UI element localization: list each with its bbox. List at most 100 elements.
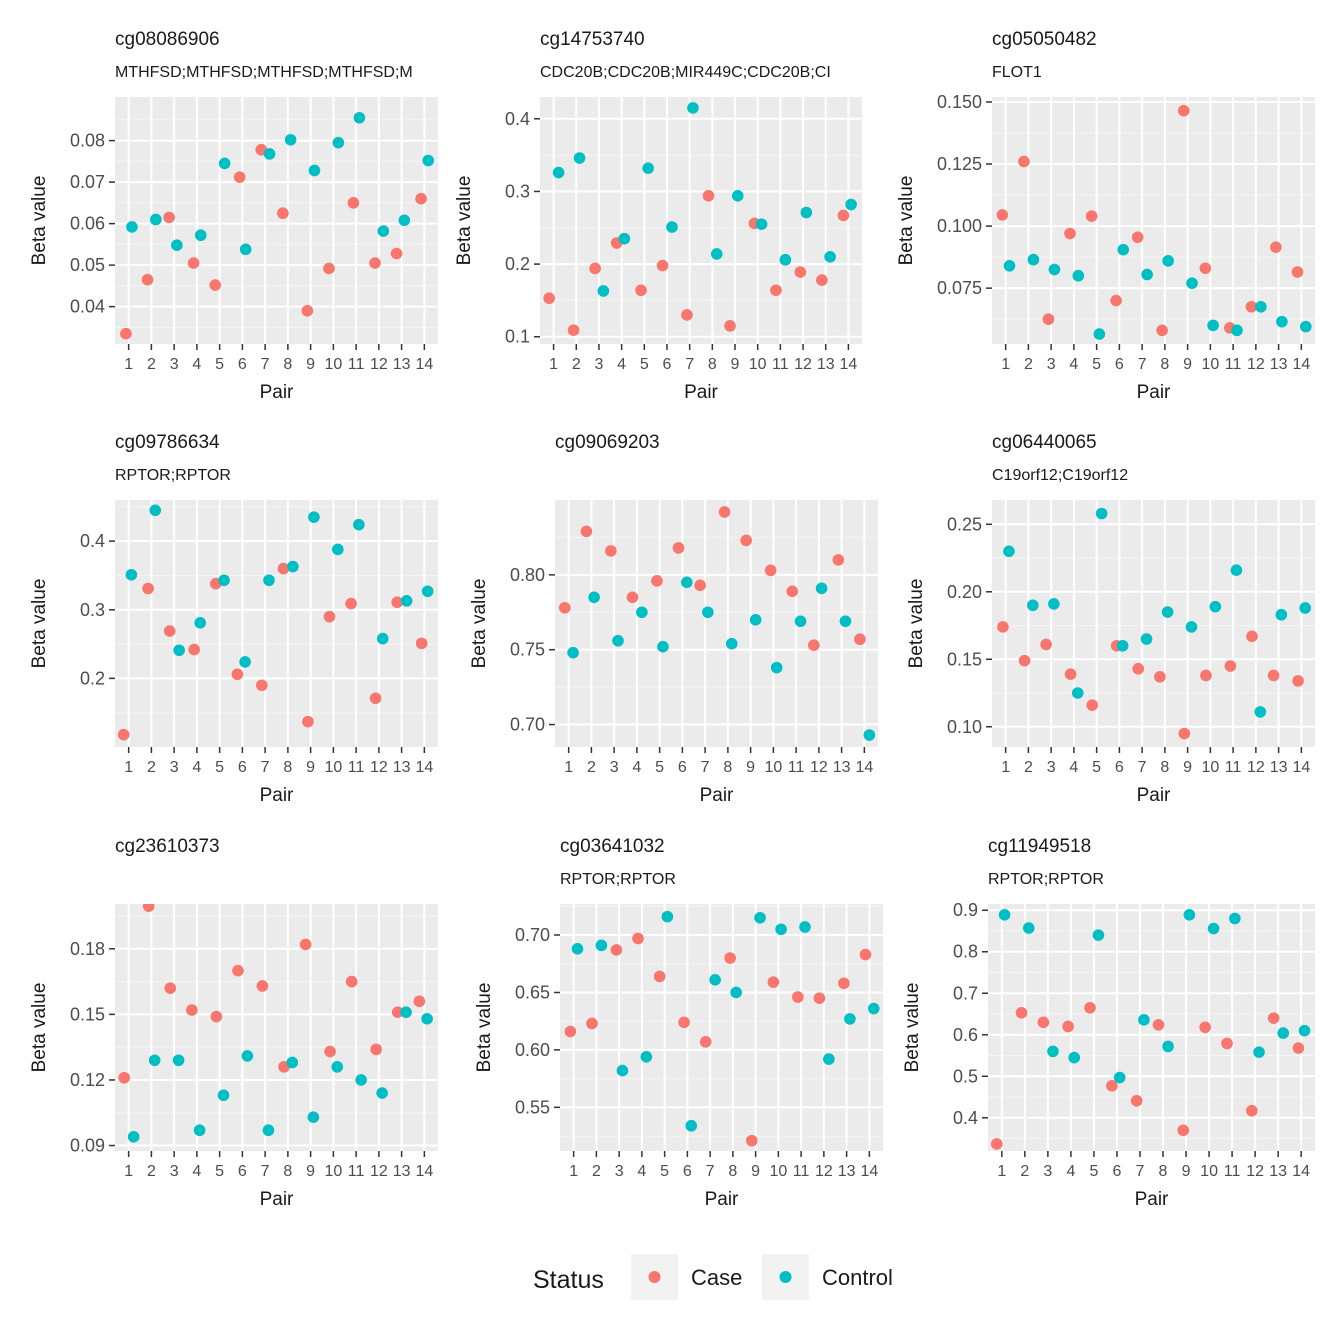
panel-title: cg03641032 (560, 836, 665, 857)
panel-subtitle: RPTOR;RPTOR (115, 467, 231, 484)
point-case (816, 274, 828, 286)
x-tick-label: 4 (192, 1163, 201, 1180)
point-control (1048, 598, 1060, 610)
point-control (616, 1064, 629, 1077)
x-tick-label: 2 (572, 356, 581, 373)
points (558, 506, 876, 741)
point-case (186, 1004, 198, 1016)
point-control (573, 152, 586, 164)
x-axis-title: Pair (260, 1189, 294, 1210)
point-control (1277, 1027, 1290, 1039)
point-control (1299, 602, 1312, 614)
point-control (149, 504, 162, 517)
point-case (231, 668, 244, 681)
plot-panel (115, 904, 438, 1151)
y-axis-title: Beta value (454, 176, 475, 266)
panel-9: cg11949518 RPTOR;RPTOR 0.4 0.5 0.6 0.7 0.8 0.9 1… (902, 836, 1315, 1210)
x-tick-label: 13 (1269, 1163, 1287, 1180)
point-case (1064, 227, 1076, 240)
x-tick-label: 2 (592, 1163, 601, 1180)
point-control (567, 646, 579, 659)
point-control (1275, 608, 1288, 621)
x-tick-label: 2 (1020, 1163, 1029, 1180)
point-case (586, 1017, 598, 1030)
point-case (323, 610, 336, 623)
x-tick-label: 6 (683, 1163, 692, 1180)
point-case (1246, 630, 1258, 643)
y-tick-label: 0.1 (505, 327, 530, 347)
x-tick-label: 1 (569, 1163, 578, 1180)
point-control (1047, 1045, 1059, 1058)
panel-subtitle: FLOT1 (992, 64, 1042, 81)
points (120, 111, 435, 340)
x-tick-label: 4 (192, 759, 201, 776)
x-tick-label: 14 (860, 1163, 878, 1180)
x-tick-label: 3 (170, 1163, 179, 1180)
x-tick-label: 4 (637, 1163, 646, 1180)
y-tick-label: 0.06 (70, 214, 105, 234)
y-tick-label: 0.07 (70, 172, 105, 192)
point-control (1027, 599, 1039, 612)
point-control (1116, 639, 1129, 652)
point-case (718, 506, 731, 518)
point-control (287, 560, 299, 573)
point-control (685, 1119, 698, 1132)
point-case (1130, 1094, 1143, 1107)
point-control (1022, 922, 1035, 934)
point-case (1224, 660, 1237, 672)
point-case (1086, 699, 1098, 711)
point-control (800, 206, 813, 219)
x-tick-label: 14 (415, 759, 433, 776)
point-case (323, 262, 335, 275)
y-axis-title: Beta value (29, 579, 50, 669)
x-tick-label: 6 (238, 356, 247, 373)
point-case (164, 982, 177, 994)
x-tick-label: 4 (192, 356, 201, 373)
y-tick-label: 0.70 (515, 925, 550, 945)
point-control (1138, 1014, 1150, 1026)
point-control (612, 634, 624, 647)
y-tick-label: 0.3 (505, 181, 530, 201)
x-tick-label: 9 (1183, 356, 1192, 373)
x-tick-label: 12 (1247, 759, 1265, 776)
x-tick-label: 5 (1092, 356, 1101, 373)
panel-title: cg06440065 (992, 432, 1097, 453)
point-control (710, 248, 723, 260)
point-case (854, 633, 866, 646)
x-tick-label: 1 (564, 759, 573, 776)
x-tick-label: 3 (615, 1163, 624, 1180)
point-case (745, 1134, 758, 1147)
point-case (1018, 155, 1030, 168)
point-case (299, 938, 312, 951)
point-control (217, 1089, 230, 1102)
panel-subtitle: RPTOR;RPTOR (988, 871, 1104, 888)
point-control (332, 543, 344, 556)
point-case (163, 625, 176, 637)
gridlines (540, 97, 862, 344)
point-case (1292, 675, 1304, 687)
point-control (571, 943, 584, 955)
points (996, 104, 1312, 340)
point-control (308, 164, 321, 177)
point-case (391, 596, 403, 609)
point-case (794, 266, 807, 278)
x-tick-label: 9 (1183, 759, 1192, 776)
point-control (640, 1050, 653, 1063)
x-tick-label: 8 (283, 1163, 292, 1180)
x-tick-label: 3 (1043, 1163, 1052, 1180)
x-tick-label: 13 (817, 356, 835, 373)
y-tick-label: 0.15 (947, 649, 982, 669)
x-tick-label: 9 (306, 1163, 315, 1180)
point-case (558, 601, 571, 614)
point-control (1162, 255, 1174, 267)
y-tick-label: 0.08 (70, 131, 105, 151)
x-tick-label: 12 (794, 356, 812, 373)
point-control (239, 656, 251, 668)
y-tick-label: 0.6 (953, 1025, 978, 1045)
point-control (1298, 1024, 1311, 1037)
y-tick-label: 0.05 (70, 255, 105, 275)
x-tick-label: 10 (324, 356, 342, 373)
point-case (233, 171, 246, 183)
x-tick-label: 4 (632, 759, 641, 776)
